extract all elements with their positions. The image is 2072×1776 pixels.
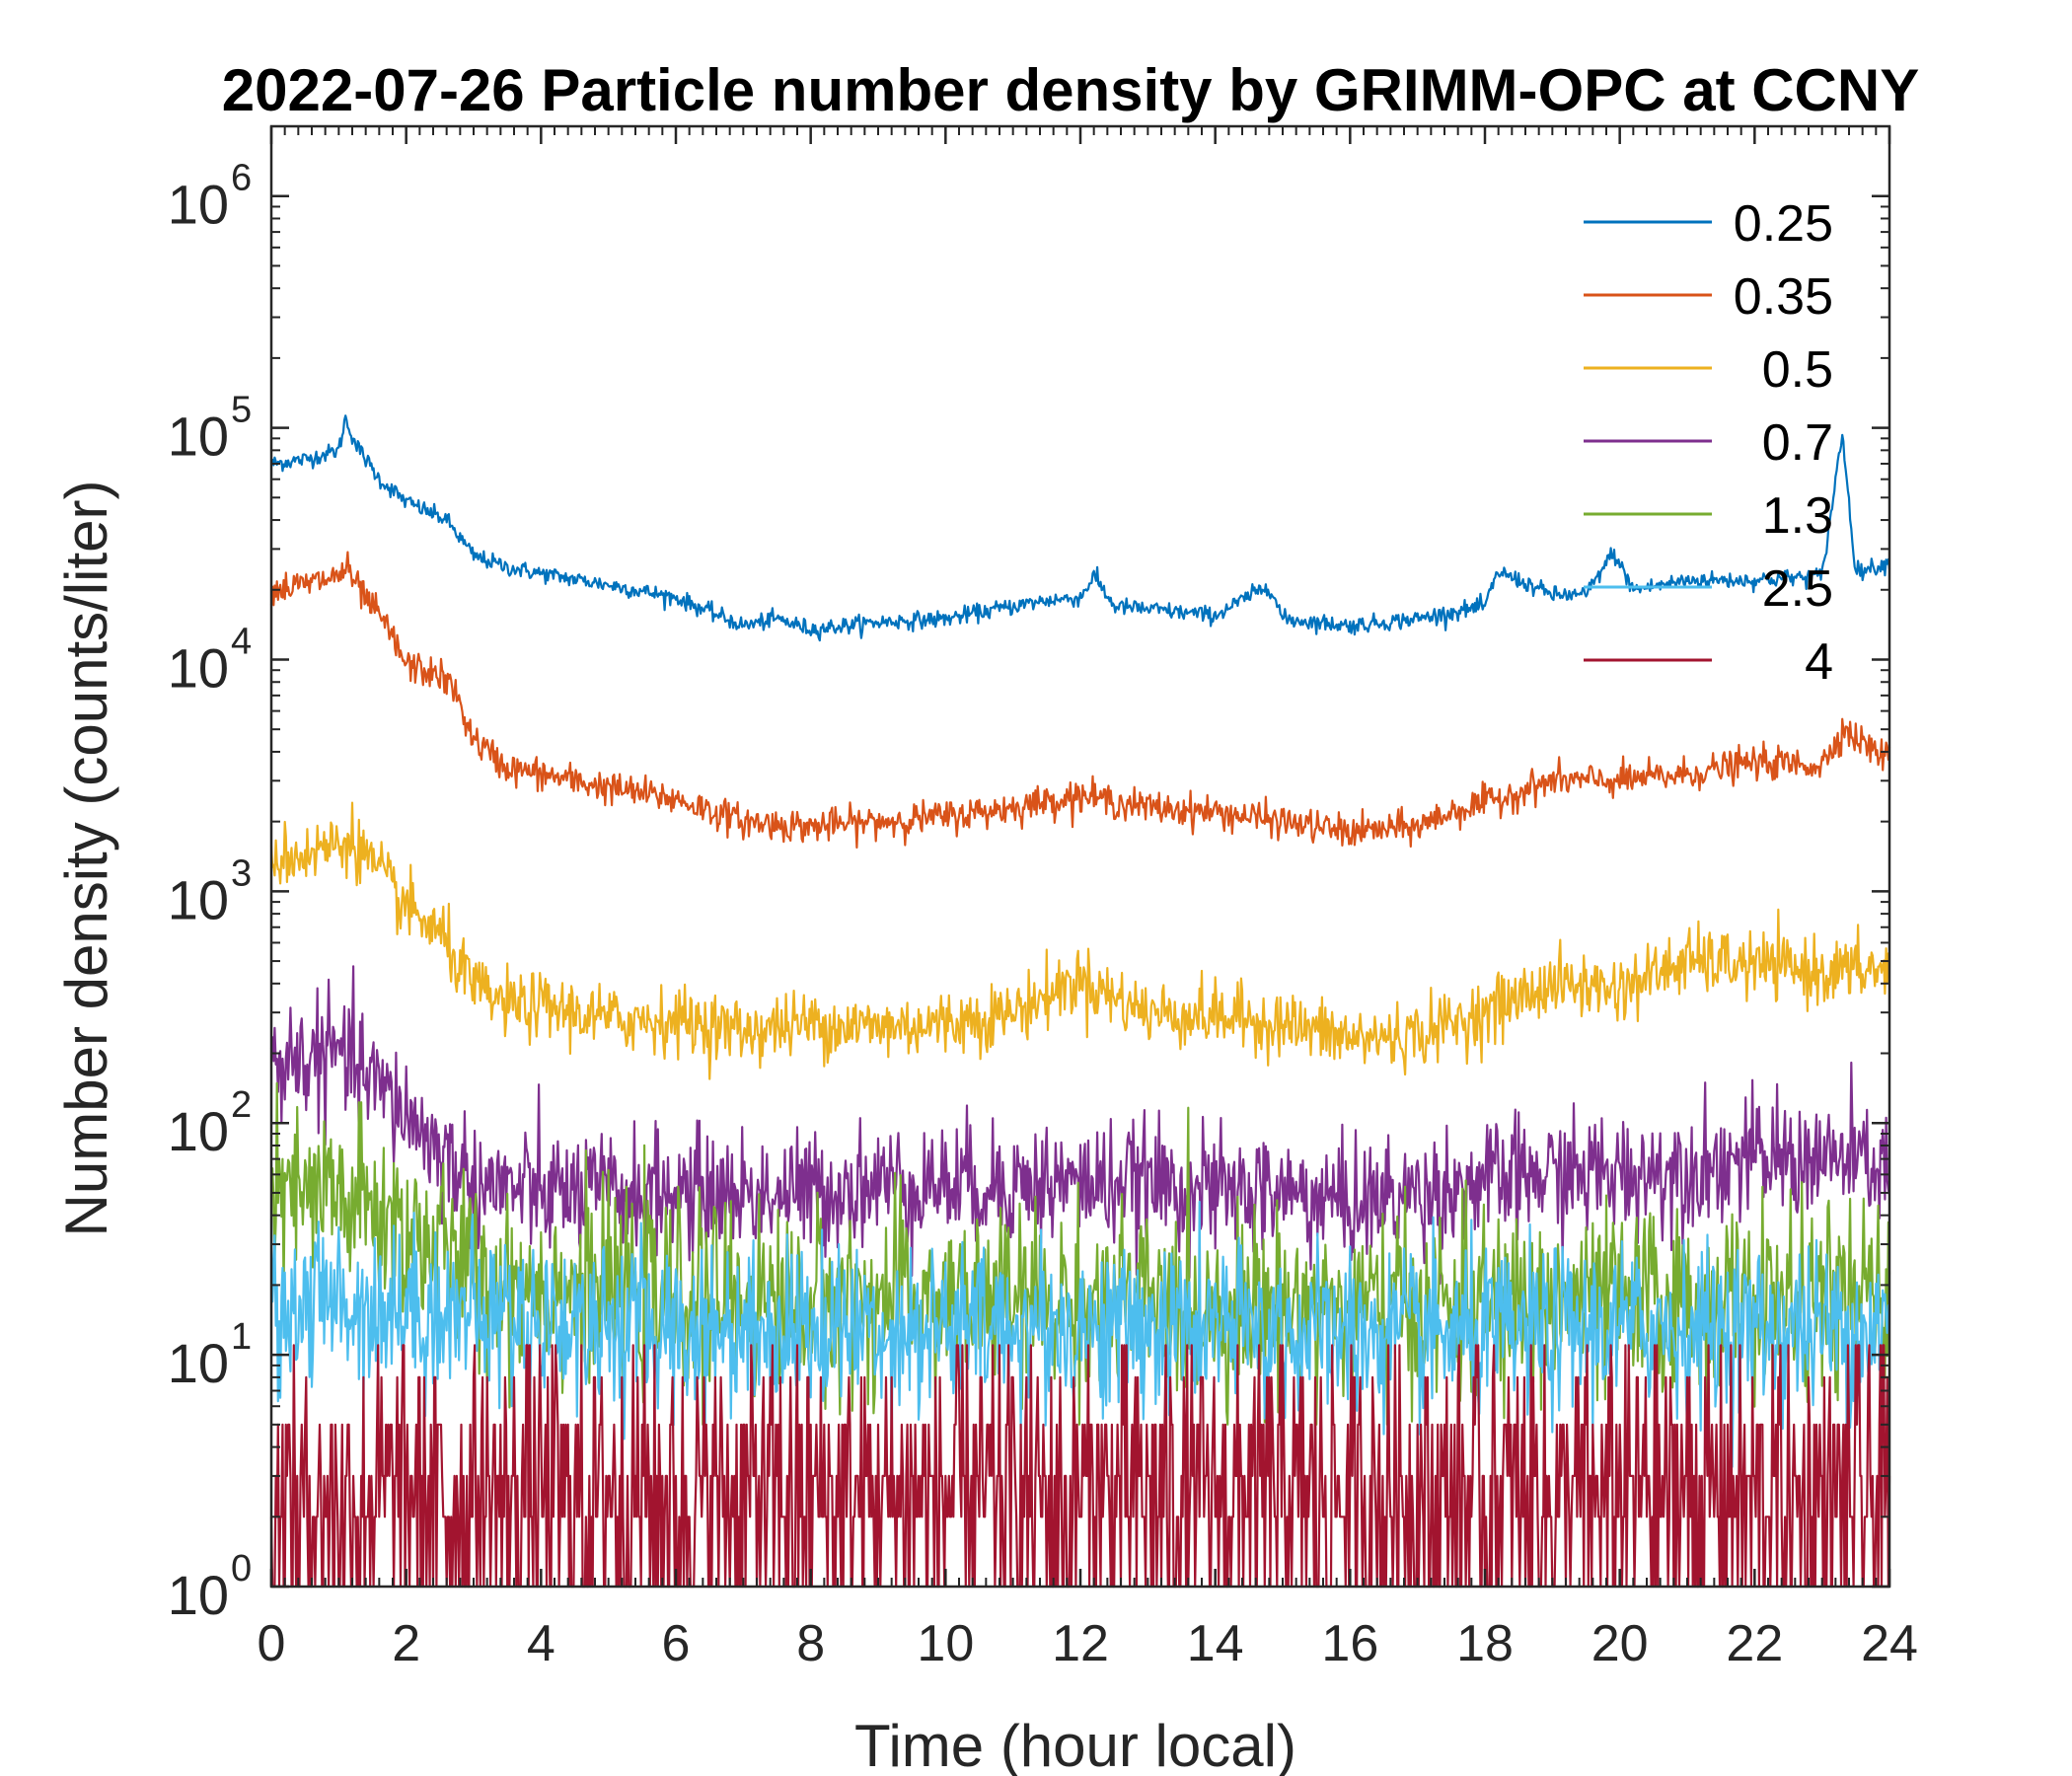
y-tick-label: 10 6 [168,158,252,236]
y-tick-label: 10 1 [168,1316,252,1394]
y-tick-label-exp: 6 [231,158,252,199]
y-tick-label-exp: 4 [231,621,252,662]
x-tick-label: 8 [796,1615,825,1672]
series-line-0-35 [269,551,1891,850]
y-tick-label-exp: 3 [231,852,252,894]
legend-label: 2.5 [1762,560,1833,618]
x-tick-label: 18 [1456,1615,1514,1672]
series-line-0-7 [269,965,1891,1286]
x-tick-label: 16 [1321,1615,1378,1672]
x-tick-label: 10 [917,1615,974,1672]
legend-label: 0.5 [1762,341,1833,399]
y-tick-label: 10 3 [168,852,252,930]
legend-label: 0.7 [1762,414,1833,472]
chart-title: 2022-07-26 Particle number density by GR… [222,57,1920,123]
x-tick-label: 12 [1052,1615,1109,1672]
legend: 0.25 0.35 0.5 0.7 1.3 2.5 4 [1584,195,1833,691]
legend-label: 0.25 [1734,195,1833,253]
y-tick-label-base: 10 [168,868,229,930]
x-tick-label: 6 [662,1615,691,1672]
y-tick-label-base: 10 [168,1100,229,1162]
series-line-0-25 [269,414,1891,642]
y-tick-label-exp: 5 [231,390,252,431]
y-tick-label-exp: 1 [231,1316,252,1358]
x-tick-label: 14 [1187,1615,1244,1672]
y-tick-label-base: 10 [168,1564,229,1626]
y-tick-label: 10 2 [168,1084,252,1162]
y-tick-label: 10 5 [168,390,252,468]
y-tick-label-exp: 0 [231,1548,252,1590]
x-tick-label: 22 [1726,1615,1783,1672]
y-tick-label-base: 10 [168,636,229,699]
y-tick-label: 10 4 [168,621,252,699]
x-tick-label: 4 [527,1615,555,1672]
series-layer [269,414,1891,1589]
y-tick-label-base: 10 [168,406,229,468]
y-tick-label: 10 0 [168,1548,252,1626]
x-axis-label: Time (hour local) [854,1713,1296,1776]
x-tick-label: 0 [258,1615,286,1672]
y-tick-label-exp: 2 [231,1084,252,1126]
series-line-1-3 [270,1081,1891,1426]
x-tick-label: 20 [1591,1615,1649,1672]
y-tick-label-base: 10 [168,1332,229,1394]
y-axis-label: Number density (counts/liter) [53,481,119,1237]
x-tick-label: 24 [1861,1615,1918,1672]
legend-label: 4 [1805,633,1833,691]
x-tick-label: 2 [392,1615,420,1672]
y-tick-label-base: 10 [168,174,229,236]
legend-label: 0.35 [1734,268,1833,326]
legend-label: 1.3 [1762,487,1833,545]
series-line-4 [269,1344,1891,1589]
series-line-0-5 [269,801,1891,1080]
